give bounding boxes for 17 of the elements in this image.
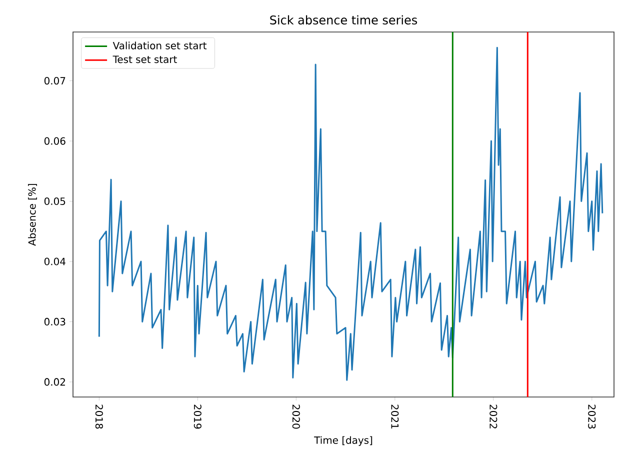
legend-label: Test set start — [112, 56, 177, 64]
x-tick-label: 2022 — [490, 404, 498, 428]
y-tick-label: 0.07 — [44, 77, 66, 85]
x-tick-label: 2023 — [588, 404, 596, 429]
chart-title: Sick absence time series — [270, 15, 418, 24]
x-tick-label: 2021 — [391, 404, 399, 428]
y-tick-label: 0.03 — [44, 318, 66, 326]
y-axis-title: Absence [%] — [28, 184, 37, 246]
y-tick-label: 0.06 — [44, 137, 66, 145]
x-tick-label: 2018 — [95, 404, 103, 429]
y-tick-label: 0.05 — [44, 197, 66, 206]
legend-label: Validation set start — [112, 42, 207, 50]
y-tick-label: 0.02 — [44, 378, 65, 386]
x-tick-label: 2020 — [292, 404, 300, 429]
x-tick-label: 2019 — [194, 404, 202, 429]
x-axis-title: Time [days] — [314, 436, 372, 446]
y-tick-label: 0.04 — [44, 258, 66, 266]
